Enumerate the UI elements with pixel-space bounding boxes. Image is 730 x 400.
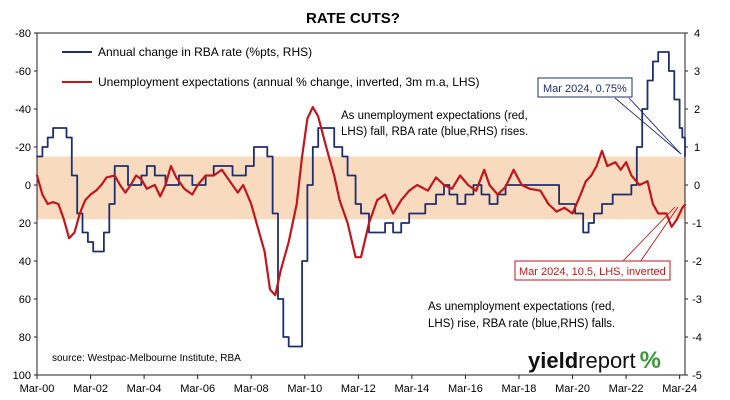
- x-tick-label: Mar-06: [180, 383, 215, 395]
- left-tick-label: -40: [15, 104, 31, 116]
- right-tick-label: 1: [694, 142, 700, 154]
- callout-rba-box: [537, 77, 633, 98]
- left-tick-label: 20: [19, 218, 31, 230]
- left-tick-label: -60: [15, 66, 31, 78]
- x-tick-label: Mar-22: [609, 383, 644, 395]
- annotation-rise-line1: As unemployment expectations (red,: [428, 301, 615, 313]
- callout-rba-label: Mar 2024, 0.75%: [543, 83, 627, 95]
- left-tick-label: -20: [15, 142, 31, 154]
- x-tick-label: Mar-08: [234, 383, 269, 395]
- x-tick-label: Mar-18: [502, 383, 537, 395]
- callout-unemployment-label: Mar 2024, 10.5, LHS, inverted: [519, 266, 666, 278]
- left-tick-label: 60: [19, 294, 31, 306]
- left-tick-label: 100: [13, 370, 31, 382]
- right-axis: 4 3 2 1 0 -1 -2 -3 -4 -5: [685, 28, 702, 382]
- right-tick-label: 2: [694, 104, 700, 116]
- annotation-rise-line2: LHS) rise, RBA rate (blue,RHS) falls.: [428, 318, 615, 330]
- series-layer: [35, 51, 687, 348]
- callout-rba-leader2: [614, 97, 682, 155]
- right-tick-label: 0: [694, 180, 700, 192]
- right-tick-label: -4: [692, 332, 702, 344]
- series-line-unemployment-expectations: [35, 106, 687, 297]
- x-tick-label: Mar-14: [394, 383, 429, 395]
- x-tick-label: Mar-24: [662, 383, 697, 395]
- left-axis: -80 -60 -40 -20 0 20 40 60 80 100: [13, 28, 37, 382]
- x-tick-label: Mar-20: [555, 383, 590, 395]
- x-tick-label: Mar-10: [287, 383, 322, 395]
- callout-unemployment-leader1: [621, 206, 676, 263]
- callout-unemployment: Mar 2024, 10.5, LHS, inverted: [514, 206, 679, 281]
- x-tick-label: Mar-00: [20, 383, 55, 395]
- callout-unemployment-leader2: [639, 206, 679, 263]
- x-axis: Mar-00 Mar-02 Mar-04 Mar-06 Mar-08 Mar-10 Mar-…: [20, 375, 697, 395]
- chart-title: RATE CUTS?: [306, 10, 400, 27]
- callout-rba: Mar 2024, 0.75%: [537, 77, 682, 155]
- right-tick-label: 4: [694, 28, 700, 40]
- series-line-rba-rate: [36, 51, 686, 348]
- shaded-band-layer: [37, 156, 685, 220]
- left-tick-label: 80: [19, 332, 31, 344]
- x-tick-label: Mar-04: [127, 383, 162, 395]
- x-tick-label: Mar-02: [73, 383, 108, 395]
- x-tick-label: Mar-12: [341, 383, 376, 395]
- source-note: source: Westpac-Melbourne Institute, RBA: [52, 353, 241, 364]
- left-tick-label: 40: [19, 256, 31, 268]
- left-tick-label: 0: [25, 180, 31, 192]
- annotation-fall: As unemployment expectations (red, LHS) …: [341, 110, 528, 138]
- right-tick-label: -2: [692, 256, 702, 268]
- right-tick-label: -1: [692, 218, 702, 230]
- callout-unemployment-box: [514, 260, 671, 281]
- right-tick-label: -5: [692, 370, 702, 382]
- right-tick-label: -3: [692, 294, 702, 306]
- legend-label-unemployment: Unemployment expectations (annual % chan…: [98, 75, 480, 89]
- logo-text: yieldreport%: [528, 347, 661, 374]
- annotation-rise: As unemployment expectations (red, LHS) …: [428, 301, 615, 330]
- right-tick-label: 3: [694, 66, 700, 78]
- yieldreport-logo: yieldreport%: [528, 347, 661, 374]
- left-tick-label: -80: [15, 28, 31, 40]
- callout-rba-leader1: [628, 97, 682, 155]
- x-tick-label: Mar-16: [448, 383, 483, 395]
- annotation-fall-line1: As unemployment expectations (red,: [341, 110, 528, 122]
- legend: Annual change in RBA rate (%pts, RHS) Un…: [62, 45, 480, 89]
- legend-label-rba: Annual change in RBA rate (%pts, RHS): [98, 45, 312, 59]
- annotation-fall-line2: LHS) fall, RBA rate (blue,RHS) rises.: [341, 126, 528, 138]
